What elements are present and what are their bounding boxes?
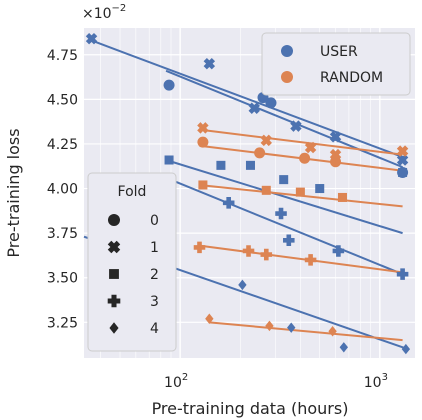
x-tick-labels: 102 103 (164, 372, 388, 391)
random-fold-1-point (396, 145, 409, 157)
fold-legend-marker-3 (107, 294, 121, 308)
user-fold-4-point (238, 279, 247, 291)
user-fold-2-point (245, 160, 255, 170)
y-tick-label: 3.50 (47, 271, 78, 287)
series-legend-box (261, 32, 411, 96)
random-fold-4-point (205, 313, 214, 324)
y-tick-label: 4.00 (47, 182, 78, 198)
random-fold-1-point (197, 122, 209, 134)
data-markers (85, 32, 411, 355)
user-fold-1-point (85, 32, 98, 45)
user-fold-1-point (248, 102, 260, 114)
x-axis-title: Pre-training data (hours) (152, 399, 349, 418)
user-fold-3-fit-line (165, 176, 403, 276)
random-fold-1-point (329, 148, 342, 161)
random-fold-2-point (198, 180, 208, 190)
random-fold-2-point (261, 185, 271, 195)
user-fold-1-point (290, 120, 302, 132)
random-fold-2-point (337, 192, 347, 202)
fold-legend-marker-2 (109, 269, 119, 279)
fold-legend-label-2: 2 (150, 267, 159, 283)
user-fold-2-point (398, 167, 408, 177)
user-fold-0-point (265, 97, 277, 109)
user-fold-0-point (163, 79, 175, 91)
user-fold-2-point (216, 160, 226, 170)
user-fold-2-point (164, 155, 174, 165)
fold-legend-label-3: 3 (150, 294, 159, 310)
user-fold-0-fit-line (165, 69, 403, 169)
random-fold-3-point (193, 241, 206, 254)
user-fold-1-point (329, 131, 342, 143)
user-fold-4-point (287, 322, 296, 333)
random-fold-1-fit-line (199, 128, 403, 156)
user-fold-3-point (275, 207, 287, 220)
fold-legend-marker-4 (109, 322, 119, 334)
fold-legend: Fold 0 1 2 3 4 (87, 172, 177, 352)
user-fold-4-point (401, 343, 411, 355)
x-tick-label: 103 (364, 372, 388, 391)
user-fold-2-point (315, 184, 325, 194)
y-tick-label: 4.75 (47, 48, 78, 64)
random-fold-3-point (242, 245, 255, 257)
user-fold-1-fit-line (91, 39, 407, 160)
fold-legend-label-1: 1 (150, 240, 159, 256)
y-exponent-label: ×10−2 (82, 3, 126, 22)
x-tick-label: 102 (164, 372, 188, 391)
user-fold-1-point (203, 57, 216, 70)
legend-random-label: RANDOM (320, 70, 383, 86)
random-fold-4-point (328, 326, 337, 337)
legend-random-marker (281, 71, 293, 83)
fold-legend-label-0: 0 (150, 213, 159, 229)
legend-user-label: USER (320, 44, 358, 60)
user-fold-3-point (222, 197, 235, 209)
user-fold-3-point (396, 268, 409, 280)
y-tick-labels: 3.25 3.50 3.75 4.00 4.25 4.50 4.75 (47, 48, 78, 332)
y-tick-label: 4.25 (47, 137, 78, 153)
random-fold-4-fit-line (209, 321, 403, 342)
fold-legend-marker-0 (108, 214, 120, 226)
y-tick-label: 4.50 (47, 92, 78, 108)
y-tick-label: 3.75 (47, 226, 78, 242)
user-fold-1-point (396, 154, 409, 166)
y-tick-label: 3.25 (47, 315, 78, 331)
random-fold-0-point (299, 152, 311, 164)
y-axis-title: Pre-training loss (4, 128, 23, 257)
user-fold-4-point (339, 342, 348, 353)
random-fold-0-point (254, 147, 266, 159)
user-fold-3-point (332, 245, 345, 257)
random-fold-4-point (265, 320, 274, 332)
user-fold-2-fit-line (165, 159, 403, 235)
legend-user-marker (281, 45, 293, 57)
fold-legend-title: Fold (118, 184, 147, 200)
random-fold-1-point (304, 141, 317, 154)
random-fold-3-point (260, 248, 273, 261)
random-fold-3-point (304, 254, 317, 266)
user-fold-2-point (279, 175, 289, 185)
random-fold-0-point (197, 136, 209, 148)
random-fold-1-point (260, 134, 273, 147)
user-fold-3-point (283, 234, 295, 247)
random-fold-3-fit-line (199, 244, 403, 274)
fold-legend-label-4: 4 (150, 321, 159, 337)
series-legend: USER RANDOM (261, 32, 411, 96)
random-fold-2-point (295, 187, 305, 197)
fold-legend-marker-1 (107, 240, 121, 254)
